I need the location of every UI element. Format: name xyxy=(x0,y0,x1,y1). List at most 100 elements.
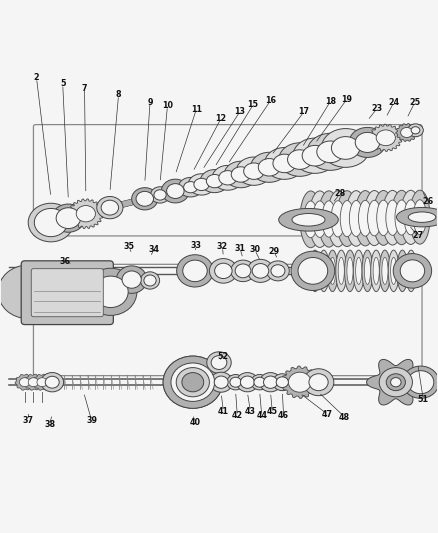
Ellipse shape xyxy=(332,136,360,159)
Ellipse shape xyxy=(410,190,430,244)
Ellipse shape xyxy=(400,260,425,282)
Text: 2: 2 xyxy=(34,74,39,83)
Text: 45: 45 xyxy=(267,407,278,416)
Ellipse shape xyxy=(349,127,386,157)
Text: 23: 23 xyxy=(371,104,383,113)
Ellipse shape xyxy=(76,206,95,222)
Ellipse shape xyxy=(356,257,362,285)
Text: 51: 51 xyxy=(418,395,429,404)
Ellipse shape xyxy=(347,257,353,285)
Ellipse shape xyxy=(358,200,372,236)
Polygon shape xyxy=(396,124,418,141)
Ellipse shape xyxy=(327,191,349,247)
Ellipse shape xyxy=(300,191,321,248)
Ellipse shape xyxy=(336,250,347,292)
Text: 34: 34 xyxy=(149,245,160,254)
Ellipse shape xyxy=(309,191,331,247)
Ellipse shape xyxy=(309,374,328,391)
Ellipse shape xyxy=(171,363,215,401)
Ellipse shape xyxy=(382,190,403,245)
Ellipse shape xyxy=(97,197,123,219)
Ellipse shape xyxy=(355,132,380,152)
Ellipse shape xyxy=(411,127,420,134)
Text: 18: 18 xyxy=(325,97,336,106)
Ellipse shape xyxy=(288,372,311,392)
Ellipse shape xyxy=(264,376,278,389)
Ellipse shape xyxy=(247,260,274,282)
Ellipse shape xyxy=(279,208,338,231)
Polygon shape xyxy=(282,366,318,398)
Text: 52: 52 xyxy=(217,351,228,360)
Ellipse shape xyxy=(0,265,57,319)
Ellipse shape xyxy=(355,191,376,246)
Ellipse shape xyxy=(182,373,204,392)
Ellipse shape xyxy=(210,372,233,392)
Ellipse shape xyxy=(56,208,81,229)
Ellipse shape xyxy=(304,201,318,238)
Text: 11: 11 xyxy=(191,105,202,114)
Text: 31: 31 xyxy=(234,244,245,253)
Ellipse shape xyxy=(93,276,128,308)
Ellipse shape xyxy=(279,143,321,176)
Ellipse shape xyxy=(391,257,397,285)
Ellipse shape xyxy=(207,352,231,373)
Ellipse shape xyxy=(388,250,399,292)
Ellipse shape xyxy=(288,150,312,169)
Ellipse shape xyxy=(362,250,373,292)
Ellipse shape xyxy=(37,378,47,386)
Ellipse shape xyxy=(211,356,227,369)
Ellipse shape xyxy=(382,257,388,285)
Polygon shape xyxy=(367,359,425,405)
Ellipse shape xyxy=(236,157,272,185)
Ellipse shape xyxy=(317,141,344,163)
Ellipse shape xyxy=(350,200,363,237)
Ellipse shape xyxy=(214,376,228,389)
Ellipse shape xyxy=(364,257,371,285)
Polygon shape xyxy=(24,374,43,390)
Ellipse shape xyxy=(178,177,203,197)
Ellipse shape xyxy=(386,374,406,391)
Ellipse shape xyxy=(240,376,254,389)
Ellipse shape xyxy=(367,200,381,236)
Ellipse shape xyxy=(144,275,156,286)
Text: 5: 5 xyxy=(60,79,65,88)
Ellipse shape xyxy=(373,190,394,245)
Ellipse shape xyxy=(397,250,408,292)
Ellipse shape xyxy=(338,257,344,285)
Polygon shape xyxy=(68,199,103,229)
Ellipse shape xyxy=(377,200,390,236)
Text: 42: 42 xyxy=(232,411,243,421)
Ellipse shape xyxy=(136,191,153,206)
FancyBboxPatch shape xyxy=(21,261,113,325)
Text: 41: 41 xyxy=(218,407,229,416)
Ellipse shape xyxy=(331,201,345,237)
Ellipse shape xyxy=(403,366,438,398)
Text: 9: 9 xyxy=(147,98,153,107)
Ellipse shape xyxy=(395,200,408,235)
Ellipse shape xyxy=(237,373,258,392)
Ellipse shape xyxy=(219,171,237,185)
Text: 43: 43 xyxy=(245,407,256,416)
Text: 39: 39 xyxy=(86,416,97,425)
Text: 10: 10 xyxy=(162,101,173,110)
Ellipse shape xyxy=(393,254,431,288)
Ellipse shape xyxy=(251,375,268,390)
Ellipse shape xyxy=(163,356,223,408)
Ellipse shape xyxy=(154,190,166,200)
Ellipse shape xyxy=(404,200,417,235)
Ellipse shape xyxy=(183,374,202,391)
Ellipse shape xyxy=(322,201,336,237)
Ellipse shape xyxy=(150,187,170,203)
Ellipse shape xyxy=(364,190,385,246)
Ellipse shape xyxy=(45,376,59,388)
Ellipse shape xyxy=(408,370,434,394)
Text: 26: 26 xyxy=(422,197,433,206)
Ellipse shape xyxy=(28,203,74,242)
Ellipse shape xyxy=(346,191,367,246)
Ellipse shape xyxy=(345,250,356,292)
Ellipse shape xyxy=(194,179,209,190)
Ellipse shape xyxy=(235,264,251,278)
Ellipse shape xyxy=(399,257,406,285)
FancyBboxPatch shape xyxy=(31,269,103,317)
Text: 29: 29 xyxy=(268,247,279,256)
